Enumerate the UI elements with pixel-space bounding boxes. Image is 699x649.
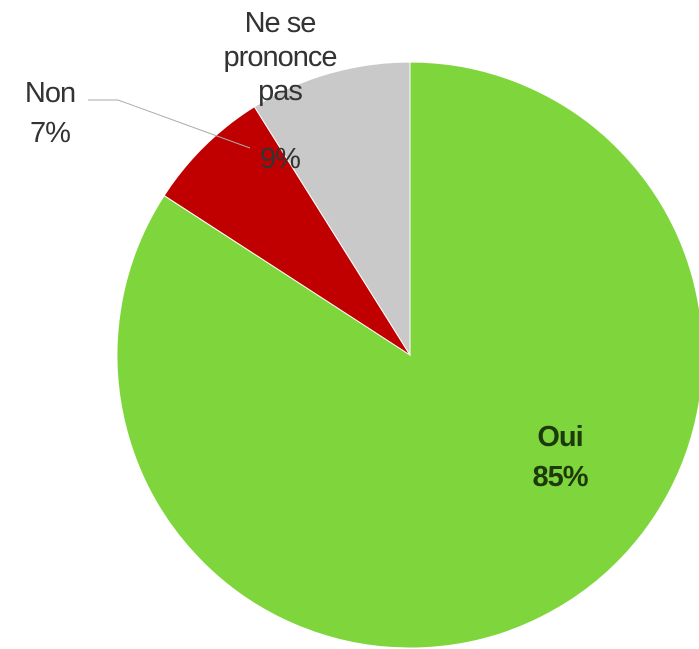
pie-slice — [116, 61, 699, 649]
pie-slice — [163, 106, 411, 356]
pie-slice — [253, 61, 411, 357]
leader-line — [88, 99, 251, 149]
category-label: Non — [24, 77, 76, 109]
value-label: 7% — [30, 117, 71, 149]
category-label: Oui — [537, 421, 583, 453]
value-label: 9% — [260, 143, 301, 175]
value-label: 85% — [532, 461, 588, 493]
category-label: Ne se prononce pas — [223, 7, 338, 107]
